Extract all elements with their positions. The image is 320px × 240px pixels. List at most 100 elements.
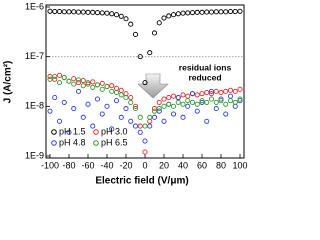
data-point <box>185 93 191 99</box>
data-point <box>132 106 139 112</box>
data-point <box>189 91 196 97</box>
data-point <box>113 12 120 18</box>
data-point <box>118 92 124 98</box>
data-point <box>71 76 77 82</box>
data-point <box>47 76 53 82</box>
data-point <box>90 84 96 90</box>
data-point <box>132 103 139 109</box>
data-point <box>142 138 148 144</box>
data-point <box>142 80 148 86</box>
data-point <box>175 99 181 105</box>
data-point <box>180 92 186 98</box>
x-tick-label: -80 <box>62 160 75 170</box>
data-point <box>94 96 101 102</box>
data-point <box>109 83 115 89</box>
data-point <box>118 87 124 93</box>
data-point <box>132 123 139 129</box>
data-point <box>109 11 115 17</box>
y-tick-label: 1E-9 <box>25 150 44 160</box>
data-point <box>147 50 153 56</box>
data-point <box>94 10 101 16</box>
data-point <box>180 10 186 16</box>
data-point <box>52 76 58 82</box>
data-point <box>161 96 167 102</box>
data-point <box>47 73 53 79</box>
data-point <box>161 103 167 109</box>
data-point <box>90 123 96 129</box>
data-point <box>161 15 167 21</box>
data-point <box>218 96 224 102</box>
data-point <box>208 88 215 94</box>
data-point <box>142 149 148 155</box>
data-point <box>237 8 243 14</box>
data-point <box>52 95 58 101</box>
data-point <box>85 81 91 87</box>
data-point <box>223 111 229 117</box>
data-point <box>66 78 72 84</box>
data-point <box>204 99 210 105</box>
data-point <box>166 95 172 101</box>
data-point <box>151 108 158 114</box>
data-point <box>128 95 134 101</box>
data-point <box>151 30 158 36</box>
x-tick-label: -100 <box>41 160 59 170</box>
data-point <box>227 87 234 93</box>
data-point <box>61 74 67 81</box>
data-point <box>128 21 134 27</box>
data-point <box>61 9 67 15</box>
data-point <box>166 13 172 19</box>
data-point <box>80 83 86 89</box>
data-point <box>213 99 219 105</box>
data-point <box>104 103 110 109</box>
x-tick-label: 100 <box>232 160 247 170</box>
data-point <box>156 106 162 112</box>
data-point <box>156 108 162 114</box>
data-point <box>71 81 77 87</box>
data-point <box>99 80 105 86</box>
data-point <box>137 54 143 60</box>
data-point <box>199 99 205 105</box>
data-point <box>147 114 153 120</box>
data-point <box>170 93 177 99</box>
data-point <box>75 80 82 86</box>
data-point <box>156 20 162 26</box>
legend-label: pH 1.5 <box>59 126 86 136</box>
data-point <box>104 84 110 90</box>
data-point <box>194 92 200 98</box>
chart: residual ions reduced Electric field (V/… <box>3 1 248 187</box>
data-point <box>213 106 219 112</box>
x-tick-label: -20 <box>119 160 132 170</box>
data-point <box>109 126 115 132</box>
data-point <box>227 98 234 104</box>
x-axis-title: Electric field (V/μm) <box>95 176 188 187</box>
data-point <box>99 10 105 16</box>
data-point <box>185 103 191 109</box>
data-point <box>185 98 191 104</box>
data-point <box>232 99 238 105</box>
data-point <box>232 88 238 94</box>
data-point <box>180 101 186 107</box>
data-point <box>71 9 77 15</box>
legend-label: pH 6.5 <box>101 137 128 147</box>
data-point <box>113 98 120 104</box>
data-point <box>237 98 243 104</box>
data-point <box>118 13 124 19</box>
data-point <box>56 72 63 78</box>
data-point <box>132 31 139 38</box>
data-point <box>123 16 129 22</box>
x-tick-label: -60 <box>81 160 94 170</box>
data-point <box>47 108 53 114</box>
data-point <box>232 8 238 15</box>
data-point <box>213 9 219 15</box>
data-point <box>218 89 224 96</box>
data-point <box>189 10 196 16</box>
data-point <box>109 88 115 94</box>
legend-label: pH 3.0 <box>101 126 128 136</box>
data-point <box>170 111 177 117</box>
legend-marker <box>93 129 99 135</box>
data-point <box>71 106 77 112</box>
data-point <box>223 88 229 94</box>
data-point <box>90 9 96 15</box>
data-point <box>218 98 224 104</box>
data-point <box>156 99 162 105</box>
